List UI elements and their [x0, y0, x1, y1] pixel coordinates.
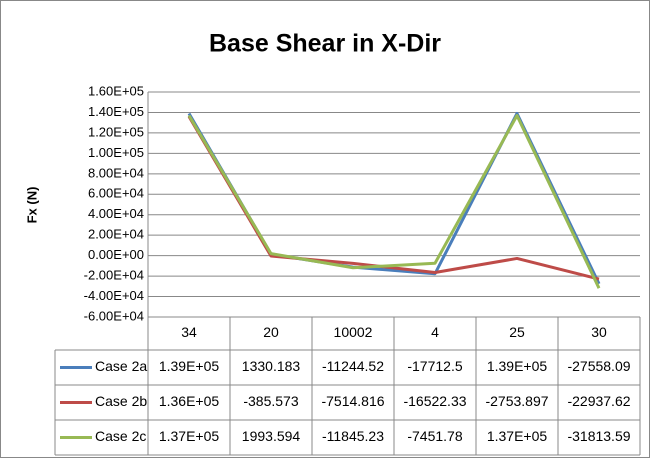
table-value: -11244.52: [322, 358, 384, 374]
chart-title: Base Shear in X-Dir: [209, 30, 441, 58]
table-value: -2753.897: [485, 393, 548, 409]
y-tick-label: 2.00E+04: [88, 227, 144, 242]
y-tick-label: 1.20E+05: [88, 124, 144, 139]
x-tick-label: 34: [181, 324, 197, 340]
x-tick-label: 30: [591, 324, 607, 340]
y-tick-label: -6.00E+04: [84, 308, 144, 323]
table-value: -385.573: [243, 393, 298, 409]
y-tick-label: 1.00E+05: [88, 145, 144, 160]
table-value: -7514.816: [321, 393, 384, 409]
table-value: 1.37E+05: [159, 428, 220, 444]
y-tick-label: 6.00E+04: [88, 186, 144, 201]
table-value: 1993.594: [242, 428, 301, 444]
y-tick-label: 1.60E+05: [88, 83, 144, 98]
table-value: -16522.33: [403, 393, 466, 409]
legend-label: Case 2c: [95, 428, 146, 444]
y-tick-label: 1.40E+05: [88, 104, 144, 119]
y-tick-label: 8.00E+04: [88, 165, 144, 180]
y-tick-label: -2.00E+04: [84, 268, 144, 283]
legend-label: Case 2a: [95, 358, 147, 374]
y-tick-label: -4.00E+04: [84, 288, 144, 303]
y-axis-label: Fx (N): [24, 187, 39, 224]
x-tick-label: 25: [509, 324, 525, 340]
table-value: -27558.09: [567, 358, 630, 374]
table-value: -11845.23: [322, 428, 384, 444]
x-tick-label: 4: [431, 324, 439, 340]
table-value: -17712.5: [407, 358, 462, 374]
y-tick-label: 4.00E+04: [88, 206, 144, 221]
x-tick-label: 20: [263, 324, 279, 340]
table-value: 1.37E+05: [487, 428, 548, 444]
series-line: [187, 114, 601, 289]
table-value: 1.39E+05: [487, 358, 548, 374]
table-value: -31813.59: [567, 428, 630, 444]
x-tick-label: 10002: [334, 324, 373, 340]
table-value: -22937.62: [567, 393, 630, 409]
table-value: 1.36E+05: [159, 393, 220, 409]
table-value: -7451.78: [407, 428, 462, 444]
legend-label: Case 2b: [95, 393, 147, 409]
table-value: 1.39E+05: [159, 358, 220, 374]
table-value: 1330.183: [242, 358, 301, 374]
y-tick-label: 0.00E+00: [88, 247, 144, 262]
